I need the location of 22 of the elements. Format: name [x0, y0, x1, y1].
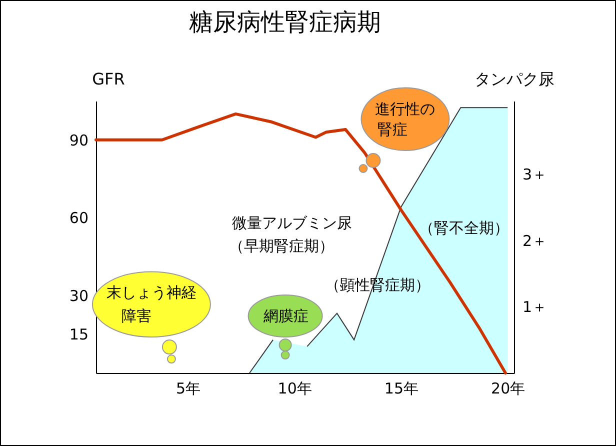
x-tick-label: 20年	[491, 380, 526, 398]
annotation: 末しょう神経	[106, 284, 196, 302]
y2-tick-label: 1＋	[522, 298, 548, 316]
y-tick-label: 30	[69, 286, 88, 305]
x-tick-label: 15年	[384, 380, 419, 398]
y-axis-title: GFR	[92, 70, 125, 88]
y2-tick-label: 2＋	[522, 232, 548, 250]
y-tick-label: 60	[69, 209, 88, 228]
chart-title: 糖尿病性腎症病期	[189, 8, 381, 36]
annotation: 障害	[122, 307, 152, 326]
x-tick-label: 10年	[278, 380, 312, 398]
y2-axis-title: タンパク尿	[474, 70, 554, 88]
annotation: 微量アルブミン尿	[232, 214, 352, 232]
annotation: （腎不全期）	[419, 218, 510, 237]
y-tick-label: 15	[69, 326, 88, 344]
annotation: 網膜症	[262, 307, 308, 326]
annotation: （早期腎症期）	[229, 237, 334, 256]
x-tick-label: 5年	[176, 380, 200, 398]
annotation: 進行性の	[375, 100, 436, 118]
y-tick-label: 90	[69, 131, 88, 150]
annotation: 腎症	[377, 120, 408, 138]
y2-tick-label: 3＋	[522, 165, 548, 184]
